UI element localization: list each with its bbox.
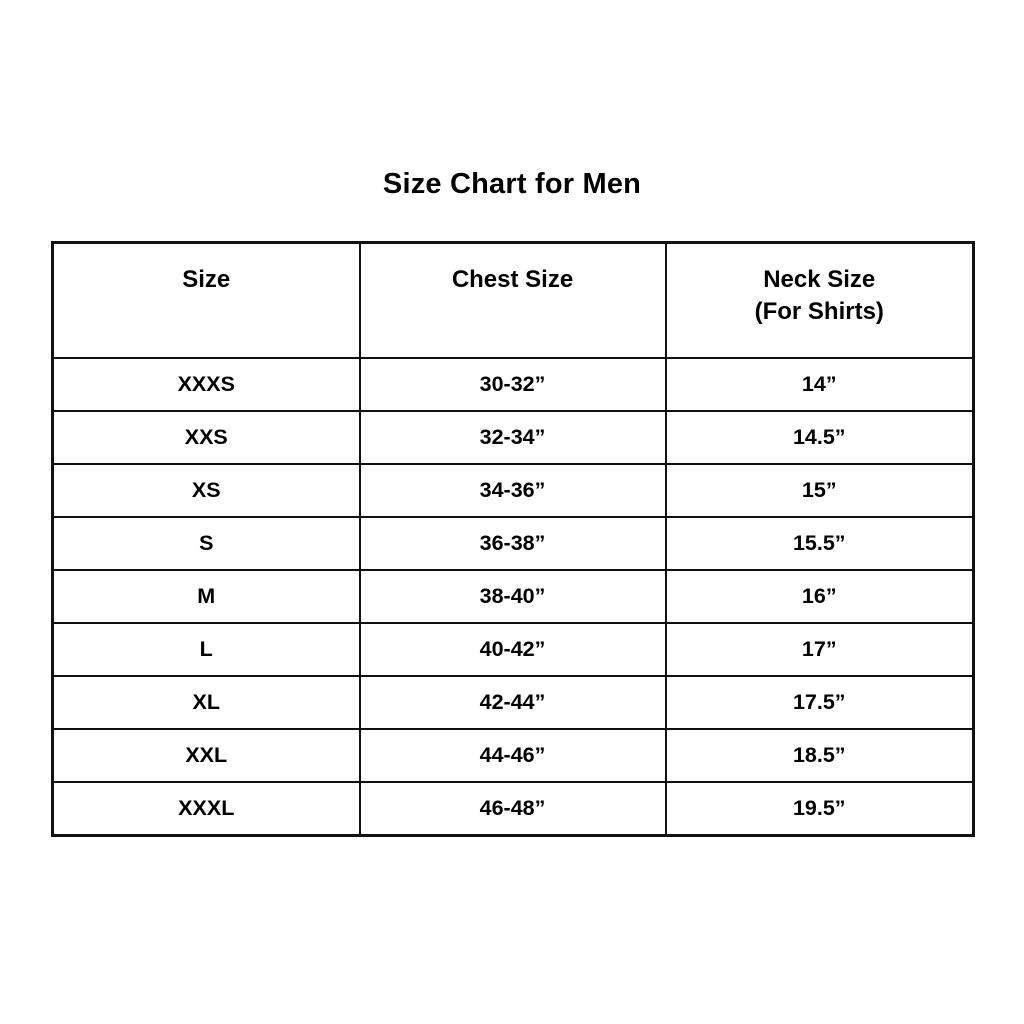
cell-neck: 16”	[664, 569, 975, 624]
cell-size: S	[51, 516, 361, 571]
cell-size: XXS	[51, 410, 361, 465]
column-header-chest-size: Chest Size	[358, 241, 667, 359]
cell-neck: 19.5”	[664, 781, 975, 837]
column-header-size: Size	[51, 241, 361, 359]
cell-neck: 14”	[664, 357, 975, 412]
table-row: XS 34-36” 15”	[51, 463, 975, 518]
page-title: Size Chart for Men	[382, 168, 642, 200]
cell-neck: 15.5”	[664, 516, 975, 571]
cell-neck: 18.5”	[664, 728, 975, 783]
cell-neck: 17.5”	[664, 675, 975, 730]
cell-chest: 46-48”	[358, 781, 667, 837]
table-row: L 40-42” 17”	[51, 622, 975, 677]
header-row: Size Chest Size Neck Size (For Shirts)	[51, 241, 975, 359]
cell-size: XS	[51, 463, 361, 518]
cell-chest: 40-42”	[358, 622, 667, 677]
cell-size: M	[51, 569, 361, 624]
cell-chest: 36-38”	[358, 516, 667, 571]
cell-size: XL	[51, 675, 361, 730]
cell-chest: 34-36”	[358, 463, 667, 518]
cell-chest: 44-46”	[358, 728, 667, 783]
column-header-neck-size-line2: (For Shirts)	[754, 297, 884, 325]
column-header-chest-size-line1: Chest Size	[451, 266, 574, 293]
cell-size: L	[51, 622, 361, 677]
table-body: XXXS 30-32” 14” XXS 32-34” 14.5” XS 34-3…	[51, 357, 975, 837]
cell-size: XXXS	[51, 357, 361, 412]
cell-size: XXXL	[51, 781, 361, 837]
column-header-size-line1: Size	[182, 266, 231, 293]
cell-chest: 42-44”	[358, 675, 667, 730]
cell-chest: 38-40”	[358, 569, 667, 624]
cell-neck: 17”	[664, 622, 975, 677]
table-row: XXS 32-34” 14.5”	[51, 410, 975, 465]
table-row: S 36-38” 15.5”	[51, 516, 975, 571]
cell-chest: 32-34”	[358, 410, 667, 465]
cell-neck: 15”	[664, 463, 975, 518]
column-header-neck-size: Neck Size (For Shirts)	[664, 241, 975, 359]
cell-neck: 14.5”	[664, 410, 975, 465]
size-chart-table: Size Chest Size Neck Size (For Shirts) X…	[51, 241, 975, 837]
cell-size: XXL	[51, 728, 361, 783]
table-row: XL 42-44” 17.5”	[51, 675, 975, 730]
column-header-neck-size-line1: Neck Size	[763, 266, 876, 293]
table-row: M 38-40” 16”	[51, 569, 975, 624]
cell-chest: 30-32”	[358, 357, 667, 412]
table-header: Size Chest Size Neck Size (For Shirts)	[51, 241, 975, 359]
table-row: XXXL 46-48” 19.5”	[51, 781, 975, 837]
table-row: XXXS 30-32” 14”	[51, 357, 975, 412]
table-row: XXL 44-46” 18.5”	[51, 728, 975, 783]
